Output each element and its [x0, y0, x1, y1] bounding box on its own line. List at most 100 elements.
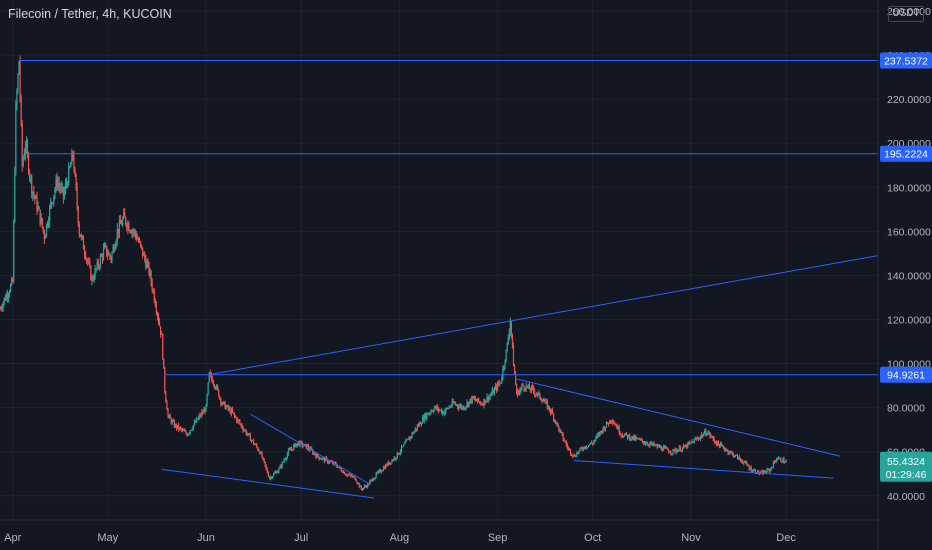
candle-body	[57, 183, 59, 187]
candle-body	[327, 462, 330, 464]
trend-line[interactable]	[161, 468, 375, 499]
last-price-tag[interactable]	[880, 451, 932, 482]
candle-body	[372, 478, 374, 481]
candle-body	[449, 406, 451, 408]
candle-body	[165, 391, 167, 402]
candle-body	[120, 223, 123, 225]
candle-body	[90, 266, 92, 280]
candle-body	[231, 409, 234, 413]
candle-body	[677, 449, 679, 453]
candle-body	[759, 473, 761, 475]
candle-body	[783, 458, 785, 463]
candle-body	[0, 308, 1, 310]
candle-body	[155, 305, 157, 313]
candle-body	[438, 410, 441, 412]
candle-body	[133, 230, 135, 232]
candle-body	[388, 462, 390, 465]
candle-body	[355, 479, 357, 482]
candle-body	[599, 431, 601, 435]
candle-body	[637, 438, 639, 440]
candle-body	[556, 422, 558, 424]
candle-body	[609, 420, 611, 424]
currency-unit-label[interactable]: USDT	[888, 6, 924, 22]
candle-body	[625, 433, 628, 435]
candle-body	[297, 441, 299, 444]
candle-body	[581, 448, 583, 450]
candle-body	[13, 221, 15, 282]
candle-body	[242, 427, 244, 431]
candle-body	[676, 450, 678, 453]
candle-body	[171, 420, 173, 423]
candle-body	[509, 320, 511, 332]
candle-body	[161, 333, 163, 335]
x-tick-label: Oct	[584, 532, 601, 544]
candle-body	[603, 427, 605, 430]
candle-body	[401, 446, 404, 448]
candle-body	[568, 448, 571, 450]
candle-body	[127, 223, 129, 229]
candle-body	[108, 253, 110, 256]
price-level-tag[interactable]	[880, 52, 932, 69]
time-axis[interactable]	[0, 520, 878, 550]
trend-line[interactable]	[250, 413, 372, 486]
candle-body	[138, 241, 141, 243]
candle-body	[638, 438, 640, 440]
candle-body	[742, 461, 744, 464]
x-tick-label: Sep	[488, 532, 508, 544]
price-level-tag[interactable]	[880, 366, 932, 383]
candle-body	[498, 383, 500, 385]
trend-line[interactable]	[573, 460, 834, 479]
candle-body	[356, 481, 358, 484]
trend-line[interactable]	[516, 378, 841, 457]
trend-line[interactable]	[209, 255, 879, 376]
candle-body	[318, 456, 320, 459]
candle-body	[78, 223, 80, 235]
candle-body	[362, 487, 365, 490]
candle-body	[395, 457, 397, 459]
candle-body	[276, 471, 278, 474]
candle-body	[538, 392, 540, 394]
candle-body	[393, 457, 395, 461]
candle-body	[770, 467, 772, 469]
candle-body	[213, 384, 216, 388]
candle-body	[453, 402, 455, 404]
candle-body	[653, 442, 655, 446]
candle-body	[435, 406, 437, 409]
candle-body	[381, 470, 384, 472]
candle-body	[170, 418, 172, 423]
candle-body	[154, 300, 156, 306]
candle-body	[153, 290, 155, 301]
candle-body	[521, 385, 523, 388]
candle-body	[99, 256, 101, 267]
candle-body	[111, 252, 113, 260]
candle-body	[229, 408, 231, 414]
candle-body	[212, 382, 215, 385]
candle-body	[37, 207, 39, 211]
candle-body	[353, 476, 355, 478]
candle-body	[177, 424, 180, 430]
x-tick-label: May	[97, 532, 118, 544]
candle-body	[738, 456, 741, 460]
candle-body	[675, 450, 677, 453]
candle-body	[497, 383, 499, 390]
candle-body	[508, 331, 510, 338]
candle-body	[567, 448, 570, 450]
candle-body	[545, 400, 547, 402]
candle-body	[543, 401, 545, 403]
candle-body	[412, 432, 414, 434]
candle-body	[315, 454, 317, 458]
candle-body	[651, 442, 653, 445]
y-tick-label: 40.0000	[887, 491, 925, 503]
candle-body	[630, 438, 632, 440]
candle-body	[520, 387, 522, 391]
price-level-tag[interactable]	[880, 145, 932, 162]
candle-body	[294, 443, 296, 446]
candle-body	[711, 436, 713, 438]
candle-body	[518, 390, 520, 395]
candle-body	[718, 444, 721, 448]
candle-body	[286, 453, 288, 458]
candle-body	[580, 447, 582, 449]
candle-body	[39, 209, 41, 224]
candle-body	[131, 230, 133, 234]
